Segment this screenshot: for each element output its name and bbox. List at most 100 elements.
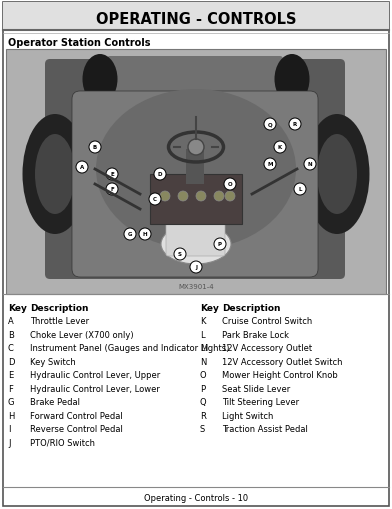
- Circle shape: [89, 142, 101, 154]
- Text: C: C: [153, 197, 157, 202]
- Text: Forward Control Pedal: Forward Control Pedal: [30, 411, 123, 420]
- Text: Q: Q: [200, 398, 207, 407]
- Circle shape: [106, 168, 118, 181]
- Text: K: K: [200, 317, 205, 326]
- Text: MX3901-4: MX3901-4: [178, 284, 214, 290]
- Circle shape: [190, 262, 202, 273]
- Circle shape: [178, 191, 188, 202]
- Text: B: B: [93, 145, 97, 150]
- Text: N: N: [200, 357, 206, 366]
- Text: A: A: [8, 317, 14, 326]
- Text: Choke Lever (X700 only): Choke Lever (X700 only): [30, 330, 134, 340]
- Circle shape: [225, 191, 235, 202]
- FancyBboxPatch shape: [107, 57, 283, 163]
- Ellipse shape: [22, 115, 87, 235]
- Circle shape: [214, 239, 226, 250]
- Text: F: F: [110, 187, 114, 192]
- Text: Hydraulic Control Lever, Upper: Hydraulic Control Lever, Upper: [30, 371, 160, 380]
- Text: PTO/RIO Switch: PTO/RIO Switch: [30, 438, 95, 447]
- Text: O: O: [228, 182, 232, 187]
- Circle shape: [294, 184, 306, 195]
- Text: K: K: [278, 145, 282, 150]
- Circle shape: [264, 159, 276, 171]
- Text: G: G: [8, 398, 15, 407]
- Text: I: I: [8, 425, 11, 434]
- Text: Reverse Control Pedal: Reverse Control Pedal: [30, 425, 123, 434]
- Text: E: E: [110, 172, 114, 177]
- Text: R: R: [200, 411, 206, 420]
- Text: F: F: [8, 384, 13, 393]
- Circle shape: [76, 162, 88, 174]
- Text: Instrument Panel (Gauges and Indicator Lights): Instrument Panel (Gauges and Indicator L…: [30, 344, 229, 353]
- Circle shape: [174, 248, 186, 261]
- Circle shape: [196, 191, 206, 202]
- Circle shape: [214, 191, 224, 202]
- Text: Q: Q: [268, 122, 272, 127]
- Text: A: A: [80, 165, 84, 170]
- Ellipse shape: [305, 115, 370, 235]
- Text: Traction Assist Pedal: Traction Assist Pedal: [222, 425, 308, 434]
- Text: J: J: [195, 265, 197, 270]
- Circle shape: [139, 229, 151, 241]
- Text: Description: Description: [30, 304, 89, 313]
- Ellipse shape: [274, 55, 310, 105]
- FancyBboxPatch shape: [150, 175, 242, 224]
- Circle shape: [124, 229, 136, 241]
- Text: J: J: [8, 438, 11, 447]
- Text: P: P: [218, 242, 222, 247]
- Text: P: P: [200, 384, 205, 393]
- FancyBboxPatch shape: [166, 222, 225, 257]
- Text: D: D: [158, 172, 162, 177]
- Text: Description: Description: [222, 304, 281, 313]
- Text: Key Switch: Key Switch: [30, 357, 76, 366]
- Circle shape: [160, 191, 170, 202]
- FancyBboxPatch shape: [72, 92, 318, 277]
- Bar: [6, 50, 386, 294]
- Ellipse shape: [161, 224, 231, 265]
- Text: O: O: [200, 371, 207, 380]
- Text: D: D: [8, 357, 15, 366]
- Text: M: M: [200, 344, 207, 353]
- Text: L: L: [298, 187, 302, 192]
- Text: 12V Accessory Outlet: 12V Accessory Outlet: [222, 344, 312, 353]
- Text: H: H: [143, 232, 147, 237]
- Text: Hydraulic Control Lever, Lower: Hydraulic Control Lever, Lower: [30, 384, 160, 393]
- Text: 12V Accessory Outlet Switch: 12V Accessory Outlet Switch: [222, 357, 343, 366]
- Bar: [3, 3, 389, 31]
- Ellipse shape: [96, 90, 296, 249]
- Circle shape: [264, 119, 276, 131]
- Circle shape: [274, 142, 286, 154]
- Text: Key: Key: [8, 304, 27, 313]
- Text: S: S: [200, 425, 205, 434]
- Text: C: C: [8, 344, 14, 353]
- Circle shape: [224, 179, 236, 191]
- Circle shape: [304, 159, 316, 171]
- Text: Seat Slide Lever: Seat Slide Lever: [222, 384, 290, 393]
- Text: OPERATING - CONTROLS: OPERATING - CONTROLS: [96, 12, 296, 26]
- Text: R: R: [293, 122, 297, 127]
- FancyBboxPatch shape: [45, 60, 345, 279]
- Text: S: S: [178, 252, 182, 257]
- Text: Cruise Control Switch: Cruise Control Switch: [222, 317, 312, 326]
- Circle shape: [289, 119, 301, 131]
- Circle shape: [154, 168, 166, 181]
- Circle shape: [106, 184, 118, 195]
- Bar: [186, 150, 204, 185]
- Text: Brake Pedal: Brake Pedal: [30, 398, 80, 407]
- Text: L: L: [200, 330, 205, 340]
- Text: H: H: [8, 411, 15, 420]
- Circle shape: [188, 140, 204, 156]
- Text: Key: Key: [200, 304, 219, 313]
- Text: Park Brake Lock: Park Brake Lock: [222, 330, 289, 340]
- Ellipse shape: [82, 55, 118, 105]
- Text: M: M: [267, 162, 273, 167]
- Text: Tilt Steering Lever: Tilt Steering Lever: [222, 398, 299, 407]
- Text: N: N: [308, 162, 312, 167]
- Text: Mower Height Control Knob: Mower Height Control Knob: [222, 371, 338, 380]
- Text: Operator Station Controls: Operator Station Controls: [8, 38, 151, 48]
- Text: Operating - Controls - 10: Operating - Controls - 10: [144, 494, 248, 502]
- Text: G: G: [128, 232, 132, 237]
- Text: B: B: [8, 330, 14, 340]
- Circle shape: [149, 193, 161, 206]
- Ellipse shape: [35, 135, 75, 215]
